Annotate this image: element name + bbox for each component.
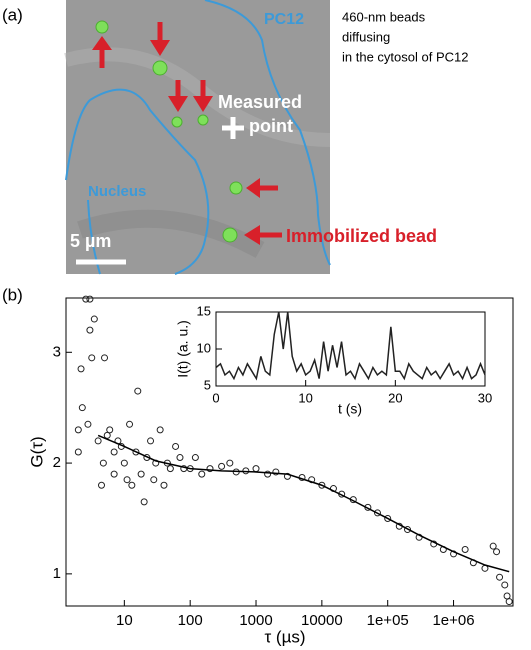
- data-point: [172, 442, 180, 450]
- data-point: [147, 437, 155, 445]
- data-point: [137, 470, 145, 478]
- x-tick-label: 1000: [239, 612, 272, 629]
- data-point: [134, 387, 142, 395]
- texture: [64, 47, 331, 147]
- nucleus-outline: [65, 88, 210, 275]
- x-tick-label: 20: [388, 390, 402, 405]
- data-point: [140, 498, 148, 506]
- data-point: [110, 470, 118, 478]
- data-point: [78, 404, 86, 412]
- data-point: [374, 509, 382, 517]
- data-point: [86, 295, 94, 303]
- x-tick-label: 100: [178, 612, 203, 629]
- x-tick-label: 10000: [301, 612, 343, 629]
- y-tick-label: 3: [53, 343, 61, 360]
- data-point: [501, 581, 509, 589]
- data-point: [191, 454, 199, 462]
- data-point: [132, 448, 140, 456]
- nucleus-label: Nucleus: [88, 183, 146, 200]
- data-point: [404, 526, 412, 534]
- data-point: [272, 468, 280, 476]
- data-point: [84, 420, 92, 428]
- data-point: [156, 426, 164, 434]
- data-point: [493, 548, 501, 556]
- data-point: [264, 470, 272, 478]
- data-point: [128, 481, 136, 489]
- data-point: [218, 462, 226, 470]
- data-point: [318, 481, 326, 489]
- x-tick-label: 0: [212, 390, 219, 405]
- panel-label: (a): [2, 5, 23, 24]
- fit-line: [97, 434, 510, 573]
- data-point: [126, 420, 134, 428]
- inset-y-label: I(t) (a. u.): [175, 320, 191, 378]
- data-point: [82, 295, 90, 303]
- data-point: [90, 315, 98, 323]
- data-point: [101, 354, 109, 362]
- data-point: [94, 437, 102, 445]
- data-point: [103, 431, 111, 439]
- data-point: [283, 472, 291, 480]
- data-point: [86, 326, 94, 334]
- data-point: [166, 465, 174, 473]
- data-point: [226, 459, 234, 467]
- plot-frame: [65, 297, 514, 607]
- data-point: [489, 542, 497, 550]
- inset-frame: [215, 311, 486, 387]
- caption-line: in the cytosol of PC12: [342, 49, 468, 64]
- data-point: [505, 598, 513, 606]
- data-point: [88, 354, 96, 362]
- data-point: [74, 426, 82, 434]
- data-point: [176, 454, 184, 462]
- data-point: [150, 476, 158, 484]
- x-tick-label: 10: [116, 612, 133, 629]
- panel-label: (b): [2, 285, 23, 304]
- caption-line: 460-nm beads: [342, 9, 426, 24]
- x-tick-label: 1e+06: [432, 612, 474, 629]
- data-point: [206, 465, 214, 473]
- texture: [77, 209, 265, 258]
- data-point: [252, 465, 260, 473]
- y-axis-label: G(τ): [27, 436, 46, 467]
- data-point: [74, 448, 82, 456]
- data-point: [123, 476, 131, 484]
- arrows: [92, 22, 282, 245]
- data-point: [461, 545, 469, 553]
- y-tick-label: 1: [53, 565, 61, 582]
- inset-x-label: t (s): [338, 401, 362, 417]
- x-tick-label: 1e+05: [367, 612, 409, 629]
- cell-label: PC12: [264, 11, 304, 28]
- data-point: [98, 481, 106, 489]
- x-axis-label: τ (µs): [264, 627, 305, 646]
- measured-label: point: [249, 116, 293, 136]
- y-tick-label: 10: [197, 340, 211, 355]
- data-point: [99, 459, 107, 467]
- scale-label: 5 µm: [70, 231, 111, 251]
- data-point: [120, 459, 128, 467]
- data-point: [198, 470, 206, 478]
- data-point: [384, 514, 392, 522]
- x-tick-label: 10: [298, 390, 312, 405]
- y-tick-label: 2: [53, 454, 61, 471]
- beads: [95, 20, 243, 243]
- measured-label: Measured: [218, 92, 302, 112]
- data-point: [160, 481, 168, 489]
- cell-outline: [204, 0, 331, 266]
- caption-line: diffusing: [342, 29, 390, 44]
- immobilized-label: Immobilized bead: [286, 226, 437, 246]
- y-tick-label: 5: [204, 377, 211, 392]
- intensity-line: [215, 311, 486, 381]
- data-point: [110, 448, 118, 456]
- data-point: [496, 573, 504, 581]
- data-point: [77, 365, 85, 373]
- measured-point: [222, 117, 244, 139]
- x-tick-label: 30: [478, 390, 492, 405]
- data-point: [106, 426, 114, 434]
- y-tick-label: 15: [197, 303, 211, 318]
